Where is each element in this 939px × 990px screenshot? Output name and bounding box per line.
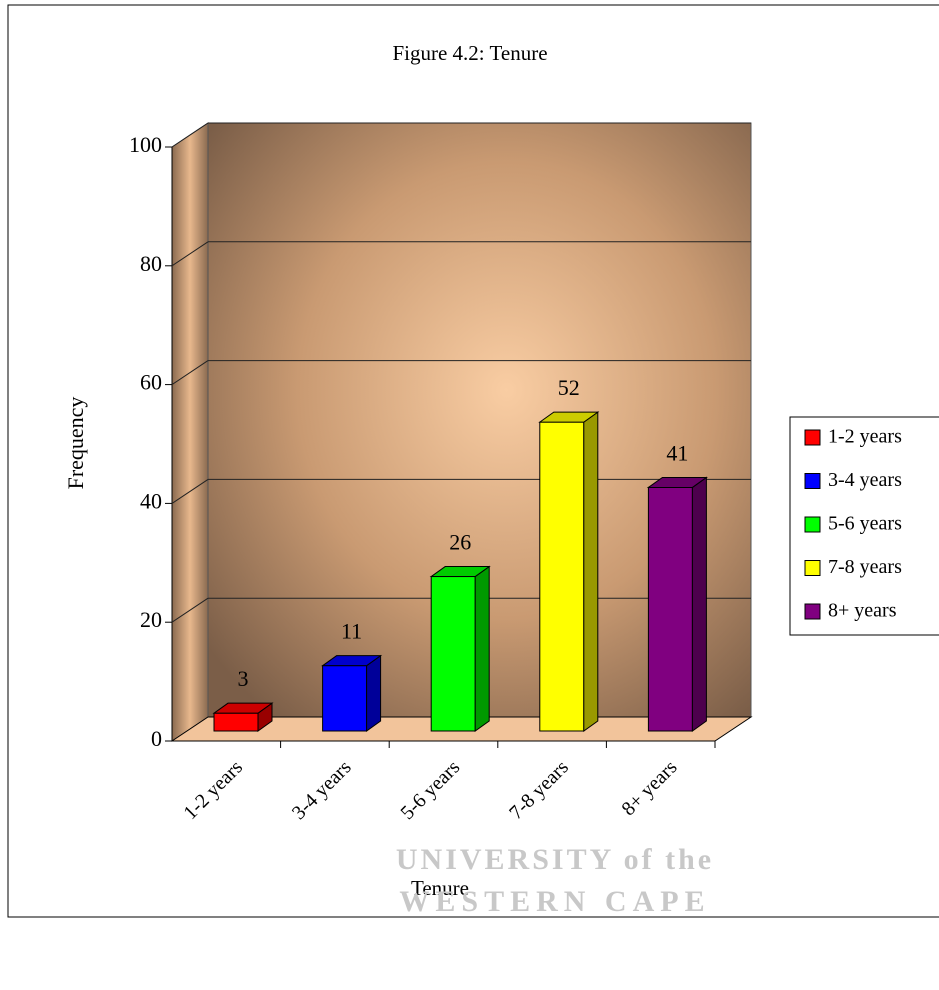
- bar-top: [321, 655, 383, 667]
- bar-side: [691, 476, 707, 732]
- legend-label: 8+ years: [828, 600, 897, 622]
- grid-line-side: [171, 241, 209, 267]
- grid-line-side: [171, 597, 209, 623]
- legend-swatch: [804, 560, 821, 576]
- bar-side: [366, 654, 382, 732]
- y-axis-label: Frequency: [63, 397, 88, 490]
- value-label: 11: [341, 619, 362, 644]
- grid-line-side: [171, 360, 209, 386]
- bar-side: [474, 565, 490, 732]
- bar-front: [647, 486, 693, 732]
- value-label: 26: [449, 530, 471, 555]
- bar-front: [539, 421, 585, 732]
- y-tick-label: 60: [140, 370, 162, 395]
- bar: [538, 411, 600, 732]
- bar-front: [213, 712, 259, 732]
- side-wall: [171, 122, 209, 742]
- legend-label: 7-8 years: [828, 556, 902, 578]
- bar-top: [212, 702, 274, 714]
- legend-swatch: [804, 516, 821, 533]
- grid-line-side: [171, 122, 209, 148]
- bar: [429, 565, 491, 732]
- bar-top: [538, 411, 600, 423]
- value-label: 41: [666, 441, 688, 466]
- y-tick-label: 80: [140, 251, 162, 276]
- legend-label: 5-6 years: [828, 513, 902, 535]
- value-label: 3: [238, 666, 249, 691]
- y-tick-label: 0: [151, 726, 162, 751]
- x-axis-label: Tenure: [411, 876, 469, 900]
- legend: 1-2 years 3-4 years 5-6 years 7-8 years 8+ y…: [789, 416, 939, 636]
- bar-front: [430, 576, 476, 732]
- watermark: UNIVERSITY of the: [396, 843, 714, 876]
- legend-swatch: [804, 473, 821, 489]
- legend-swatch: [804, 603, 821, 620]
- bar-side: [583, 411, 599, 732]
- bar: [321, 654, 383, 732]
- bar: [646, 476, 708, 732]
- value-label: 52: [558, 375, 580, 400]
- watermark: WESTERN CAPE: [399, 885, 710, 918]
- legend-label: 1-2 years: [828, 426, 902, 448]
- legend-swatch: [804, 429, 821, 446]
- grid-line-side: [171, 478, 209, 504]
- bar: [212, 702, 274, 732]
- legend-label: 3-4 years: [828, 469, 902, 491]
- bar-front: [322, 665, 368, 732]
- bar-top: [646, 476, 708, 488]
- y-tick-label: 40: [140, 488, 162, 513]
- y-tick-label: 20: [140, 607, 162, 632]
- bar-top: [429, 566, 491, 578]
- y-tick-label: 100: [129, 132, 162, 157]
- chart-title: Figure 4.2: Tenure: [392, 41, 547, 65]
